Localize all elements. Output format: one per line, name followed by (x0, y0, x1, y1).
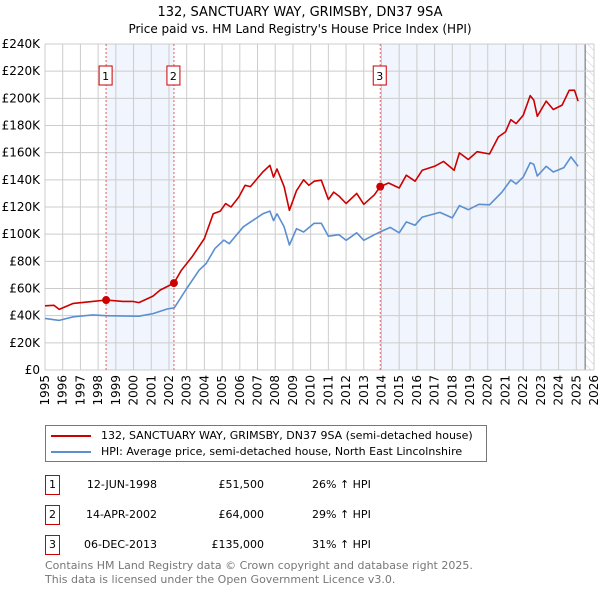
x-tick-label: 1999 (109, 375, 123, 406)
y-tick-label: £120K (2, 200, 42, 214)
sale-point (169, 279, 178, 288)
x-tick-label: 2011 (321, 375, 335, 406)
y-tick-label: £80K (9, 254, 41, 268)
x-tick-label: 1995 (38, 375, 52, 406)
footer-copyright: Contains HM Land Registry data © Crown c… (45, 559, 473, 572)
sale-label-box (166, 65, 181, 86)
x-tick-label: 1997 (73, 375, 87, 406)
sale-date: 12-JUN-1998 (86, 478, 157, 491)
y-tick-label: £160K (2, 146, 42, 160)
x-tick-label: 2014 (374, 375, 388, 406)
x-tick-label: 2010 (304, 375, 318, 406)
x-tick-label: 2006 (233, 375, 247, 406)
x-tick-label: 2021 (498, 375, 512, 406)
sale-point (102, 296, 111, 305)
x-tick-label: 2017 (428, 375, 442, 406)
x-tick-label: 2025 (569, 375, 583, 406)
sale-number-badge: 3 (45, 535, 60, 555)
x-tick-label: 1996 (56, 375, 70, 406)
legend-label: HPI: Average price, semi-detached house,… (101, 445, 463, 458)
x-tick-label: 2023 (534, 375, 548, 406)
x-tick-label: 2013 (357, 375, 371, 406)
x-tick-label: 2003 (180, 375, 194, 406)
y-tick-label: £100K (2, 227, 42, 241)
sale-label: 1 (102, 70, 109, 83)
sale-number-badge: 2 (45, 505, 60, 525)
x-tick-label: 2000 (127, 375, 141, 406)
x-tick-label: 2001 (144, 375, 158, 406)
sale-date: 14-APR-2002 (85, 508, 157, 521)
sale-label-box (372, 65, 387, 86)
sale-price: £64,000 (218, 508, 265, 521)
sale-hpi-diff: 29% ↑ HPI (312, 508, 371, 521)
x-tick-label: 2009 (286, 375, 300, 406)
x-tick-label: 2015 (392, 375, 406, 406)
sale-price: £135,000 (211, 538, 265, 551)
y-tick-label: £40K (9, 309, 41, 323)
y-tick-label: £140K (2, 173, 42, 187)
sale-hpi-diff: 31% ↑ HPI (312, 538, 371, 551)
legend-item-hpi: HPI: Average price, semi-detached house,… (51, 445, 462, 458)
y-tick-label: £60K (9, 282, 41, 296)
x-tick-label: 2019 (463, 375, 477, 406)
sale-label: 3 (376, 70, 383, 83)
x-tick-label: 2020 (481, 375, 495, 406)
x-tick-label: 2016 (410, 375, 424, 406)
sale-label-box (98, 65, 113, 86)
x-tick-label: 2012 (339, 375, 353, 406)
x-tick-label: 2018 (445, 375, 459, 406)
y-tick-label: £200K (2, 91, 42, 105)
x-tick-label: 2007 (251, 375, 265, 406)
price-chart: 132, SANCTUARY WAY, GRIMSBY, DN37 9SA Pr… (2, 5, 600, 406)
y-tick-label: £180K (2, 119, 42, 133)
footer-licence: This data is licensed under the Open Gov… (45, 573, 396, 586)
sale-point (376, 182, 385, 191)
legend-label: 132, SANCTUARY WAY, GRIMSBY, DN37 9SA (s… (101, 429, 473, 442)
legend: 132, SANCTUARY WAY, GRIMSBY, DN37 9SA (s… (45, 425, 487, 462)
chart-title: 132, SANCTUARY WAY, GRIMSBY, DN37 9SA (157, 5, 442, 20)
legend-swatch-red (51, 435, 91, 437)
x-tick-label: 2005 (215, 375, 229, 406)
x-tick-label: 2022 (516, 375, 530, 406)
x-tick-label: 2004 (197, 375, 211, 406)
x-tick-label: 2024 (552, 375, 566, 406)
legend-swatch-blue (51, 451, 91, 453)
sale-price: £51,500 (218, 478, 265, 491)
x-tick-label: 2008 (268, 375, 282, 406)
legend-item-property: 132, SANCTUARY WAY, GRIMSBY, DN37 9SA (s… (51, 429, 473, 442)
sale-hpi-diff: 26% ↑ HPI (312, 478, 371, 491)
y-tick-label: £0 (25, 363, 40, 377)
y-tick-label: £220K (2, 64, 42, 78)
sale-number-badge: 1 (45, 475, 60, 495)
y-tick-label: £20K (9, 336, 41, 350)
sale-date: 06-DEC-2013 (83, 538, 157, 551)
x-tick-label: 1998 (91, 375, 105, 406)
sale-label: 2 (170, 70, 177, 83)
hpi-line (44, 156, 579, 322)
y-tick-label: £240K (2, 37, 42, 51)
chart-subtitle: Price paid vs. HM Land Registry's House … (128, 22, 471, 36)
x-tick-label: 2026 (587, 375, 600, 406)
x-tick-label: 2002 (162, 375, 176, 406)
